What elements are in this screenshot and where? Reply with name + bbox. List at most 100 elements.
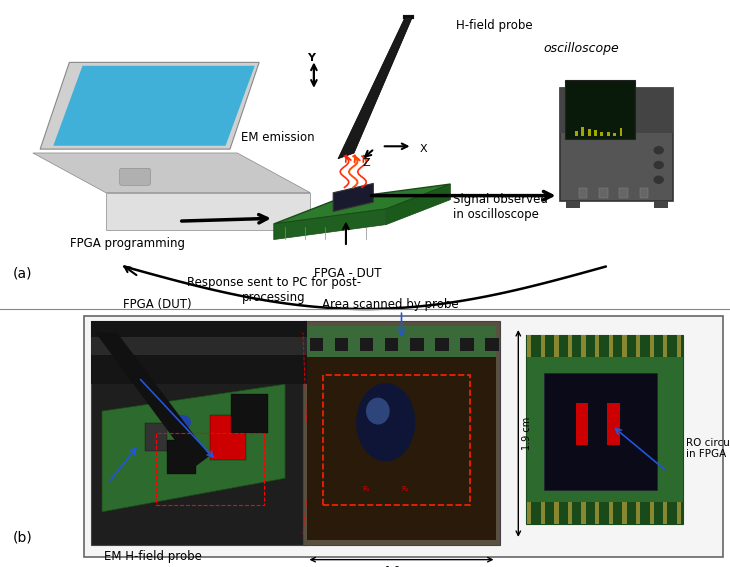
Bar [561,88,673,133]
Polygon shape [333,184,373,211]
Bar [639,188,648,198]
Bar [145,423,167,451]
Bar [566,201,580,208]
Bar [554,335,558,357]
Polygon shape [53,66,255,146]
Bar [650,335,654,357]
Bar [461,338,474,350]
Polygon shape [102,384,285,512]
Bar [609,502,613,524]
Bar [600,132,603,136]
Bar [568,335,572,357]
Text: (b): (b) [13,531,33,544]
Bar [554,502,558,524]
Bar [650,502,654,524]
Text: R₂: R₂ [402,486,410,493]
Bar [578,188,587,198]
Bar [582,335,586,357]
Bar [91,337,307,355]
Bar [527,502,531,524]
Circle shape [654,162,664,168]
Bar [91,321,307,384]
Bar [526,335,683,524]
Polygon shape [33,153,310,193]
Bar [595,335,599,357]
Bar [565,80,635,139]
Text: 1.9 cm: 1.9 cm [385,566,418,567]
Bar [166,440,196,474]
Bar [156,433,264,505]
Polygon shape [96,333,210,467]
Bar [677,335,681,357]
Bar [526,335,683,357]
Text: R₁: R₁ [362,486,370,493]
Bar [609,335,613,357]
Text: FPGA (DUT): FPGA (DUT) [123,298,191,311]
Text: FPGA - DUT: FPGA - DUT [314,267,381,280]
Bar [385,338,399,350]
Text: Signal observed
in oscilloscope: Signal observed in oscilloscope [453,193,548,221]
Polygon shape [106,193,310,230]
Bar [323,375,471,505]
Bar [575,131,578,136]
FancyBboxPatch shape [561,88,673,201]
Text: X: X [420,144,427,154]
Bar [541,502,545,524]
Circle shape [654,176,664,183]
Text: Z: Z [362,158,369,168]
Bar [568,502,572,524]
Bar [335,338,348,350]
FancyBboxPatch shape [120,168,150,185]
Bar [620,128,623,136]
Polygon shape [40,62,259,149]
Circle shape [173,416,191,429]
Text: Response sent to PC for post-
processing: Response sent to PC for post- processing [187,276,361,304]
Bar [607,403,620,445]
Bar [582,502,586,524]
Bar [303,321,500,545]
Text: EM H-field probe: EM H-field probe [104,550,202,563]
Polygon shape [386,184,450,225]
Bar [410,338,423,350]
Text: 1.9 cm: 1.9 cm [522,417,532,450]
Bar [663,335,667,357]
Bar [581,128,584,136]
Text: FPGA programming: FPGA programming [70,237,185,250]
Bar [636,335,640,357]
Bar [613,133,616,136]
Bar [588,129,591,136]
Text: Y: Y [307,53,315,63]
Bar [663,502,667,524]
Bar [91,321,307,545]
Bar [654,201,668,208]
Bar [545,373,658,490]
Bar [435,338,448,350]
Bar [307,326,496,357]
Text: RO circuits placed
in FPGA (approx spots): RO circuits placed in FPGA (approx spots… [686,438,730,459]
Bar [619,188,628,198]
Bar [607,132,610,136]
Bar [84,316,723,557]
Polygon shape [274,209,386,239]
Bar [527,335,531,357]
Bar [526,502,683,524]
Bar [231,393,268,433]
Bar [595,502,599,524]
Text: (a): (a) [13,266,33,280]
Bar [361,338,374,350]
Text: H-field probe: H-field probe [456,19,533,32]
Bar [677,502,681,524]
Bar [622,502,626,524]
Bar [541,335,545,357]
Bar [636,502,640,524]
Ellipse shape [366,397,390,425]
Bar [599,188,607,198]
Polygon shape [338,17,412,159]
Bar [594,130,597,136]
Bar [485,338,499,350]
Ellipse shape [356,383,415,462]
Text: EM emission: EM emission [241,131,315,143]
Polygon shape [274,184,450,224]
Bar [576,403,588,445]
Bar [210,415,246,460]
